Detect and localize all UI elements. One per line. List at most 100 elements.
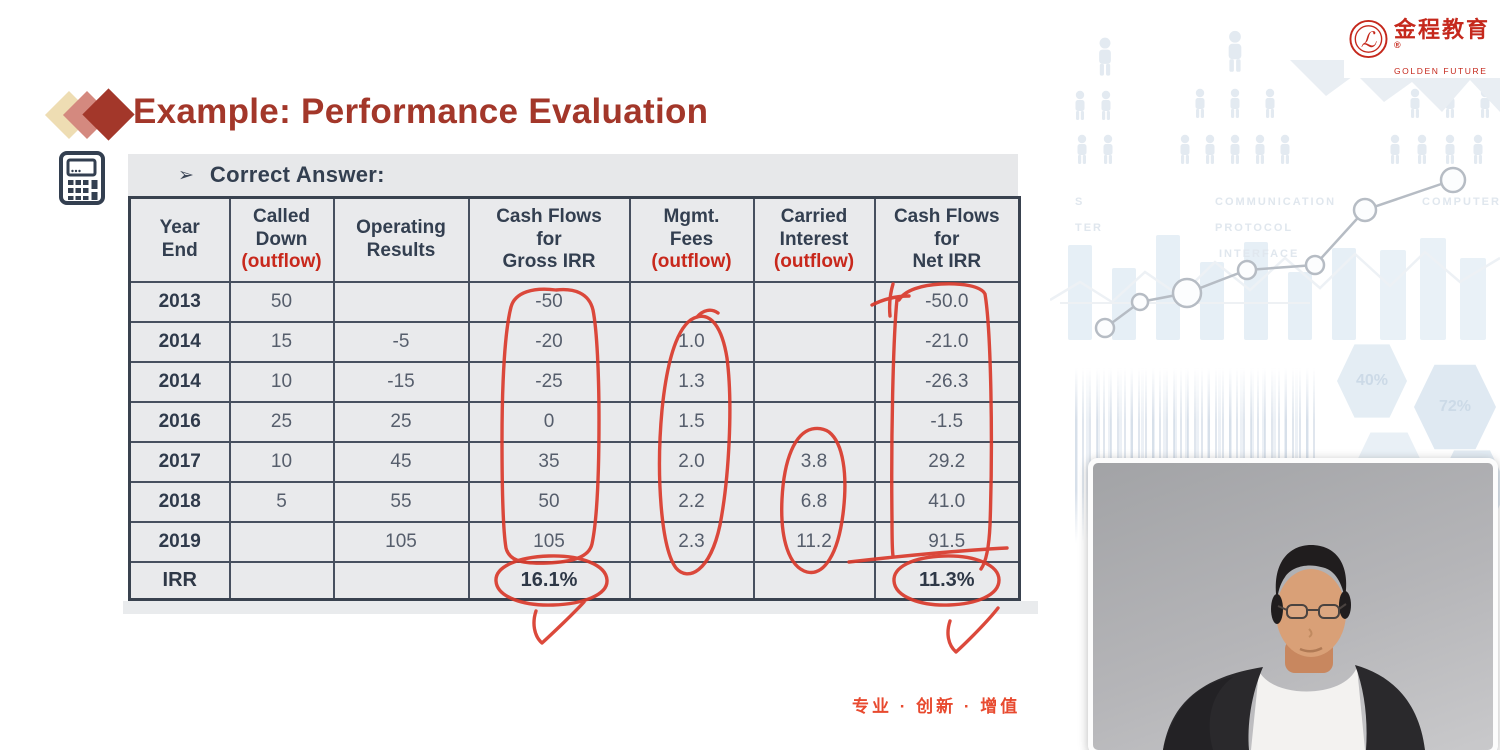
table-row: 2018 5 55 50 2.2 6.8 41.0 xyxy=(128,480,1021,523)
col-header-mgmt-fees: Mgmt. Fees (outflow) xyxy=(628,196,755,283)
watermark-fragment: S xyxy=(1075,196,1085,208)
table-cell: 45 xyxy=(332,440,470,483)
watermark-word: COMPUTER xyxy=(1422,196,1500,208)
table-cell xyxy=(752,320,876,363)
table-cell: 3.8 xyxy=(752,440,876,483)
table-cell: 105 xyxy=(332,520,470,563)
table-cell: 10 xyxy=(228,440,335,483)
watermark-word: COMMUNICATION xyxy=(1215,196,1337,208)
table-row: 2019 105 105 2.3 11.2 91.5 xyxy=(128,520,1021,563)
table-cell: -50.0 xyxy=(873,280,1021,323)
table-cell: 15 xyxy=(228,320,335,363)
hexagon-percent-label: 72% xyxy=(1438,398,1472,415)
table-cell: 2019 xyxy=(128,520,231,563)
table-cell: -50 xyxy=(467,280,631,323)
table-cell: 50 xyxy=(467,480,631,523)
table-cell: 2014 xyxy=(128,360,231,403)
table-cell: -25 xyxy=(467,360,631,403)
table-row: 2013 50 -50 -50.0 xyxy=(128,280,1021,323)
table-cell: 2.2 xyxy=(628,480,755,523)
table-cell: 25 xyxy=(228,400,335,443)
table-cell: 91.5 xyxy=(873,520,1021,563)
table-cell: -21.0 xyxy=(873,320,1021,363)
background-infographic xyxy=(1050,30,1500,340)
table-cell: 55 xyxy=(332,480,470,523)
table-row: 2016 25 25 0 1.5 -1.5 xyxy=(128,400,1021,443)
table-bottom-shadow xyxy=(123,601,1038,614)
calculator-icon xyxy=(59,151,105,205)
arrow-bullet-icon: ➢ xyxy=(178,164,194,186)
table-cell: 41.0 xyxy=(873,480,1021,523)
instructor-silhouette xyxy=(1163,545,1425,750)
table-cell xyxy=(332,560,470,601)
table-cell: 25 xyxy=(332,400,470,443)
hexagon-percent-label: 40% xyxy=(1355,372,1389,389)
table-cell: 2.3 xyxy=(628,520,755,563)
table-cell xyxy=(228,520,335,563)
webcam-video xyxy=(1088,458,1498,750)
table-cell: 10 xyxy=(228,360,335,403)
table-cell: 0 xyxy=(467,400,631,443)
col-header-gross-irr-cashflows: Cash Flows for Gross IRR xyxy=(467,196,631,283)
col-header-called-down: Called Down (outflow) xyxy=(228,196,335,283)
net-irr-checkmark xyxy=(946,606,1000,654)
table-cell: -1.5 xyxy=(873,400,1021,443)
table-cell: 11.2 xyxy=(752,520,876,563)
table-cell: -26.3 xyxy=(873,360,1021,403)
table-cell xyxy=(228,560,335,601)
svg-text:ℒ: ℒ xyxy=(1361,28,1377,53)
table-cell: -5 xyxy=(332,320,470,363)
brand-seal-icon: ℒ xyxy=(1349,19,1388,59)
table-row: 2014 15 -5 -20 1.0 -21.0 xyxy=(128,320,1021,363)
table-cell: 6.8 xyxy=(752,480,876,523)
table-cell: 2018 xyxy=(128,480,231,523)
table-row: 2014 10 -15 -25 1.3 -26.3 xyxy=(128,360,1021,403)
table-cell xyxy=(752,560,876,601)
table-cell: 1.5 xyxy=(628,400,755,443)
col-header-net-irr-cashflows: Cash Flows for Net IRR xyxy=(873,196,1021,283)
table-cell: 2017 xyxy=(128,440,231,483)
table-cell: 35 xyxy=(467,440,631,483)
table-cell: 1.0 xyxy=(628,320,755,363)
table-cell: 2014 xyxy=(128,320,231,363)
table-cell: -15 xyxy=(332,360,470,403)
table-row: 2017 10 45 35 2.0 3.8 29.2 xyxy=(128,440,1021,483)
cash-flow-table: Year End Called Down (outflow) Operating … xyxy=(128,196,1021,601)
table-header-row: Year End Called Down (outflow) Operating … xyxy=(128,196,1021,283)
table-cell: 105 xyxy=(467,520,631,563)
table-cell: 1.3 xyxy=(628,360,755,403)
table-cell: 5 xyxy=(228,480,335,523)
irr-result-row: IRR 16.1% 11.3% xyxy=(128,560,1021,601)
table-cell: 2.0 xyxy=(628,440,755,483)
slide-title: Example: Performance Evaluation xyxy=(133,92,709,131)
watermark-word: INTERFACE xyxy=(1219,248,1300,260)
zigzag-line-watermark-icon xyxy=(1050,250,1500,304)
bar-chart-watermark-icon xyxy=(1068,235,1486,340)
correct-answer-label: Correct Answer: xyxy=(209,162,385,187)
table-cell xyxy=(628,280,755,323)
table-cell: 2013 xyxy=(128,280,231,323)
table-cell xyxy=(752,400,876,443)
logo-english-text: GOLDEN FUTURE xyxy=(1393,66,1488,77)
table-cell xyxy=(752,280,876,323)
col-header-carried-interest: Carried Interest (outflow) xyxy=(752,196,876,283)
table-cell: -20 xyxy=(467,320,631,363)
col-header-year-end: Year End xyxy=(128,196,231,283)
table-cell: 50 xyxy=(228,280,335,323)
table-cell xyxy=(752,360,876,403)
line-chart-watermark-icon xyxy=(1094,166,1467,339)
watermark-fragment: TER xyxy=(1075,222,1103,234)
watermark-word: PROTOCOL xyxy=(1215,222,1294,234)
table-cell xyxy=(332,280,470,323)
correct-answer-header: ➢ Correct Answer: xyxy=(128,154,1018,196)
table-cell: IRR xyxy=(128,560,231,601)
col-header-operating-results: Operating Results xyxy=(332,196,470,283)
table-cell xyxy=(628,560,755,601)
gross-irr-value: 16.1% xyxy=(467,560,631,601)
brand-logo: ℒ 金程教育® GOLDEN FUTURE xyxy=(1344,16,1500,79)
table-cell: 2016 xyxy=(128,400,231,443)
brand-slogan: 专业 · 创新 · 增值 xyxy=(852,697,1021,716)
logo-chinese-text: 金程教育® xyxy=(1393,17,1490,51)
table-cell: 29.2 xyxy=(873,440,1021,483)
